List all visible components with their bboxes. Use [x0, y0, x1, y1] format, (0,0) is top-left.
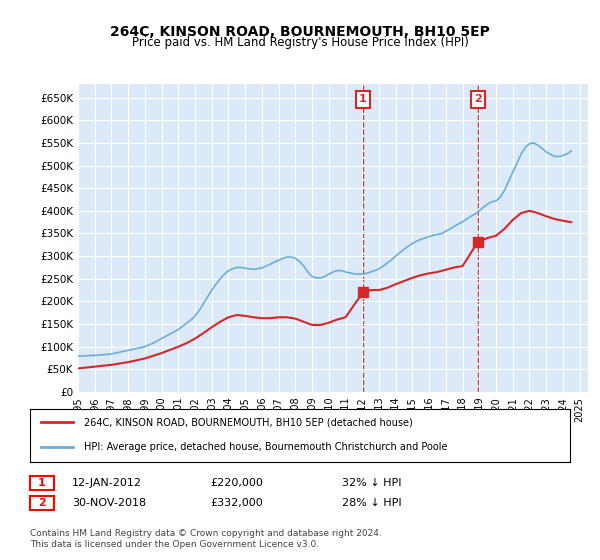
- Text: 12-JAN-2012: 12-JAN-2012: [72, 478, 142, 488]
- Text: 30-NOV-2018: 30-NOV-2018: [72, 498, 146, 508]
- Text: 1: 1: [38, 478, 46, 488]
- Text: 2: 2: [38, 498, 46, 507]
- Text: 264C, KINSON ROAD, BOURNEMOUTH, BH10 5EP (detached house): 264C, KINSON ROAD, BOURNEMOUTH, BH10 5EP…: [84, 417, 413, 427]
- Text: 32% ↓ HPI: 32% ↓ HPI: [342, 478, 401, 488]
- Text: £220,000: £220,000: [210, 478, 263, 488]
- Text: Contains HM Land Registry data © Crown copyright and database right 2024.
This d: Contains HM Land Registry data © Crown c…: [30, 529, 382, 549]
- Text: 2: 2: [474, 95, 482, 104]
- Text: HPI: Average price, detached house, Bournemouth Christchurch and Poole: HPI: Average price, detached house, Bour…: [84, 442, 448, 452]
- Text: 28% ↓ HPI: 28% ↓ HPI: [342, 498, 401, 508]
- Text: Price paid vs. HM Land Registry's House Price Index (HPI): Price paid vs. HM Land Registry's House …: [131, 36, 469, 49]
- Text: 264C, KINSON ROAD, BOURNEMOUTH, BH10 5EP: 264C, KINSON ROAD, BOURNEMOUTH, BH10 5EP: [110, 25, 490, 39]
- Text: £332,000: £332,000: [210, 498, 263, 508]
- Text: 1: 1: [359, 95, 367, 104]
